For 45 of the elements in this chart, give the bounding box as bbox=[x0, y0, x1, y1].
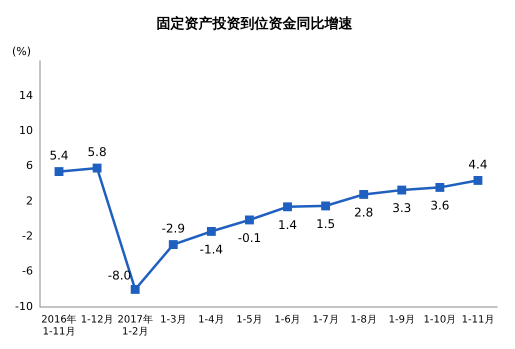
y-tick-label: 10 bbox=[18, 124, 33, 137]
data-label: 3.6 bbox=[430, 198, 450, 212]
point bbox=[130, 284, 140, 294]
point bbox=[283, 202, 292, 212]
point bbox=[168, 240, 178, 250]
point bbox=[474, 176, 482, 185]
point bbox=[206, 226, 216, 236]
chart-title: 固定资产投资到位资金同比增速 bbox=[156, 15, 354, 32]
point bbox=[54, 167, 64, 176]
x-tick-label: 1-5月 bbox=[236, 314, 263, 326]
data-label: -0.1 bbox=[238, 230, 262, 245]
data-label: -1.4 bbox=[200, 242, 224, 256]
point bbox=[92, 164, 102, 173]
y-tick-label: -6 bbox=[22, 264, 33, 278]
x-tick-label: 1-4月 bbox=[198, 314, 225, 326]
point bbox=[245, 216, 254, 224]
point bbox=[321, 201, 330, 210]
x-tick-label: 1-6月 bbox=[274, 314, 301, 326]
data-label: -2.9 bbox=[162, 222, 185, 236]
y-tick-label: 2 bbox=[26, 194, 33, 208]
data-label: -8.0 bbox=[108, 268, 132, 282]
y-tick-label: 14 bbox=[18, 88, 33, 102]
x-tick-label: 1-11月 bbox=[462, 314, 494, 326]
data-label: 3.3 bbox=[392, 201, 412, 216]
data-label: 1.5 bbox=[316, 216, 336, 231]
data-label: 1.4 bbox=[278, 218, 298, 232]
y-axis-title: (%) bbox=[12, 44, 32, 58]
y-tick-label: -10 bbox=[15, 300, 33, 313]
x-tick-label: 2016年 1-11月 bbox=[41, 314, 77, 338]
y-tick-label: -2 bbox=[22, 230, 33, 243]
x-tick-label: 1-9月 bbox=[388, 314, 415, 326]
x-tick-label: 1-12月 bbox=[80, 314, 114, 326]
x-tick-label: 2017年 1-2月 bbox=[117, 314, 153, 338]
data-label: 4.4 bbox=[468, 157, 488, 172]
point bbox=[359, 190, 368, 199]
x-tick-label: 1-3月 bbox=[160, 314, 186, 326]
x-tick-label: 1-7月 bbox=[312, 314, 339, 326]
point bbox=[435, 182, 444, 192]
point bbox=[397, 186, 406, 194]
x-tick-label: 1-8月 bbox=[350, 314, 377, 326]
data-label: 2.8 bbox=[354, 205, 374, 220]
y-tick-label: 6 bbox=[26, 159, 33, 172]
data-label: 5.8 bbox=[88, 145, 107, 160]
data-label: 5.4 bbox=[49, 148, 69, 163]
x-tick-label: 1-10月 bbox=[424, 314, 456, 326]
